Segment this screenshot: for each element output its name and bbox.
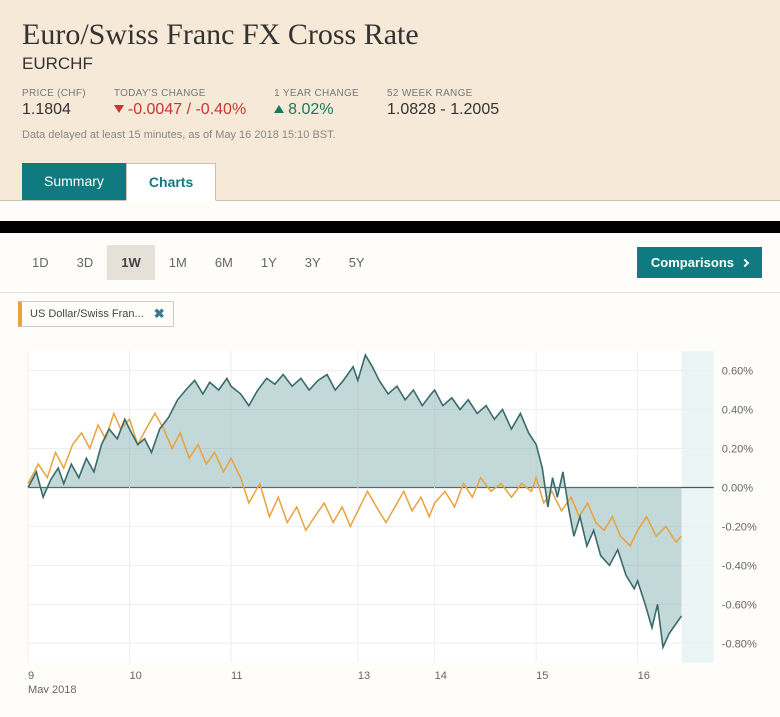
page-title: Euro/Swiss Franc FX Cross Rate [22, 18, 758, 52]
svg-text:May 2018: May 2018 [28, 684, 77, 693]
data-delayed-note: Data delayed at least 15 minutes, as of … [22, 129, 758, 141]
svg-text:11: 11 [231, 670, 242, 682]
svg-text:15: 15 [536, 670, 548, 682]
range-1m[interactable]: 1M [155, 245, 201, 280]
svg-text:-0.40%: -0.40% [722, 560, 757, 572]
svg-text:0.60%: 0.60% [722, 366, 754, 378]
range-1y[interactable]: 1Y [247, 245, 291, 280]
price-label: PRICE (CHF) [22, 88, 86, 99]
today-change-label: TODAY'S CHANGE [114, 88, 246, 99]
arrow-down-icon [114, 105, 124, 113]
symbol: EURCHF [22, 54, 758, 74]
svg-text:-0.20%: -0.20% [722, 521, 757, 533]
divider-bar [0, 221, 780, 233]
comparison-tag-label: US Dollar/Swiss Fran... [30, 308, 144, 320]
year-change-value: 8.02% [274, 101, 359, 119]
svg-text:-0.80%: -0.80% [722, 638, 757, 650]
tab-charts[interactable]: Charts [126, 163, 216, 201]
range-row: 1D3D1W1M6M1Y3Y5Y Comparisons [0, 233, 780, 293]
year-change-label: 1 YEAR CHANGE [274, 88, 359, 99]
range-3d[interactable]: 3D [63, 245, 108, 280]
svg-text:14: 14 [435, 670, 447, 682]
range-6m[interactable]: 6M [201, 245, 247, 280]
svg-text:9: 9 [28, 670, 34, 682]
comparisons-button[interactable]: Comparisons [637, 247, 762, 278]
svg-text:0.00%: 0.00% [722, 482, 754, 494]
close-icon[interactable]: ✖ [154, 306, 165, 322]
svg-text:13: 13 [358, 670, 370, 682]
arrow-up-icon [274, 105, 284, 113]
today-change-value: -0.0047 / -0.40% [114, 101, 246, 119]
range-1w[interactable]: 1W [107, 245, 155, 280]
tab-summary[interactable]: Summary [22, 163, 126, 200]
svg-text:0.20%: 0.20% [722, 444, 754, 456]
svg-text:16: 16 [638, 670, 650, 682]
range-5y[interactable]: 5Y [335, 245, 379, 280]
comparison-tag[interactable]: US Dollar/Swiss Fran... ✖ [18, 301, 174, 327]
svg-text:0.40%: 0.40% [722, 405, 754, 417]
price-value: 1.1804 [22, 101, 86, 119]
range-label: 52 WEEK RANGE [387, 88, 499, 99]
svg-text:-0.60%: -0.60% [722, 599, 757, 611]
range-1d[interactable]: 1D [18, 245, 63, 280]
view-tabs: Summary Charts [22, 163, 758, 200]
range-3y[interactable]: 3Y [291, 245, 335, 280]
chevron-right-icon [741, 258, 749, 266]
price-chart: 0.60% 0.40% 0.20% 0.00% -0.20% -0.40% -0.60% -0… [18, 331, 762, 693]
range-value: 1.0828 - 1.2005 [387, 101, 499, 119]
comparisons-label: Comparisons [651, 255, 734, 270]
svg-text:10: 10 [130, 670, 142, 682]
